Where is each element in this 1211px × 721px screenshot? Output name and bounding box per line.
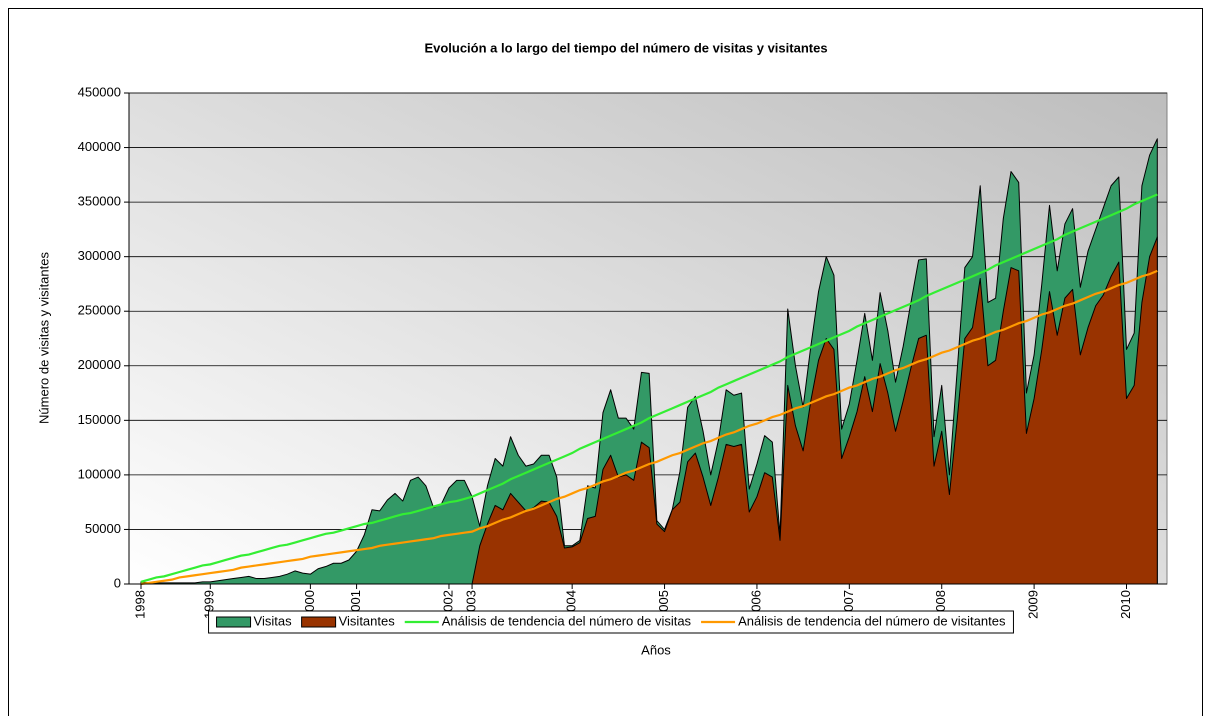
legend-item: Visitantes bbox=[301, 613, 396, 628]
y-tick-label: 350000 bbox=[78, 194, 121, 209]
legend-label: Análisis de tendencia del número de visi… bbox=[738, 613, 1006, 628]
x-tick-label: 2009 bbox=[1026, 590, 1041, 619]
legend-label: Visitantes bbox=[339, 613, 396, 628]
legend: Visitas Visitantes Análisis de tendencia d… bbox=[208, 610, 1014, 634]
legend-swatch bbox=[301, 616, 337, 628]
trend-line bbox=[140, 193, 1158, 583]
y-tick-label: 200000 bbox=[78, 357, 121, 372]
chart-title: Evolución a lo largo del tiempo del núme… bbox=[424, 40, 827, 55]
y-axis-label: Número de visitas y visitantes bbox=[36, 252, 51, 424]
y-tick-label: 0 bbox=[114, 575, 121, 590]
legend-item: Análisis de tendencia del número de visi… bbox=[701, 613, 1006, 628]
legend-label: Análisis de tendencia del número de visi… bbox=[442, 613, 692, 628]
y-tick-label: 300000 bbox=[78, 248, 121, 263]
x-tick-label: 2010 bbox=[1118, 590, 1133, 619]
y-tick-label: 400000 bbox=[78, 139, 121, 154]
legend-item: Análisis de tendencia del número de visi… bbox=[404, 613, 692, 628]
legend-box bbox=[208, 610, 1014, 634]
legend-item: Visitas bbox=[216, 613, 293, 628]
legend-label: Visitas bbox=[254, 613, 293, 628]
trend-line bbox=[140, 269, 1158, 586]
chart-frame bbox=[8, 8, 1203, 721]
x-axis-label: Años bbox=[641, 642, 671, 657]
y-tick-label: 150000 bbox=[78, 412, 121, 427]
y-tick-label: 100000 bbox=[78, 466, 121, 481]
y-tick-label: 50000 bbox=[85, 521, 121, 536]
y-tick-label: 250000 bbox=[78, 303, 121, 318]
y-tick-label: 450000 bbox=[78, 84, 121, 99]
legend-swatch bbox=[216, 616, 252, 628]
x-tick-label: 1998 bbox=[132, 590, 147, 619]
